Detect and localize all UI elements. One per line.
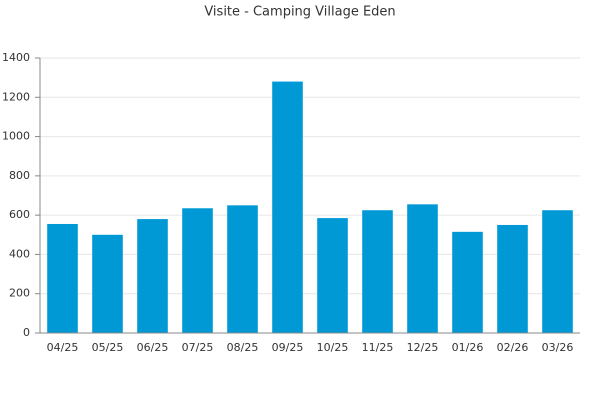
y-tick-label: 1200 [2,90,30,103]
bar [317,218,348,333]
x-tick-label: 07/25 [182,341,214,354]
bar [362,210,393,333]
bar [272,81,303,333]
y-tick-label: 600 [9,208,30,221]
x-tick-label: 11/25 [362,341,394,354]
x-tick-label: 02/26 [497,341,529,354]
y-tick-label: 200 [9,287,30,300]
bar [182,208,213,333]
y-tick-label: 400 [9,247,30,260]
y-tick-label: 1400 [2,51,30,64]
chart-title: Visite - Camping Village Eden [204,5,395,20]
bar [497,224,528,333]
bar [227,205,258,333]
x-tick-label: 08/25 [227,341,259,354]
x-tick-label: 01/26 [452,341,484,354]
x-tick-label: 09/25 [272,341,304,354]
bar [452,231,483,333]
x-tick-label: 04/25 [47,341,79,354]
x-tick-label: 03/26 [542,341,574,354]
bar [407,204,438,333]
x-tick-label: 10/25 [317,341,349,354]
y-tick-label: 800 [9,169,30,182]
y-tick-label: 1000 [2,130,30,143]
bar [92,234,123,333]
x-tick-label: 12/25 [407,341,439,354]
y-tick-label: 0 [23,326,30,339]
bar [137,219,168,333]
x-tick-label: 05/25 [92,341,124,354]
bar [542,210,573,333]
bar [47,223,78,333]
x-tick-label: 06/25 [137,341,169,354]
